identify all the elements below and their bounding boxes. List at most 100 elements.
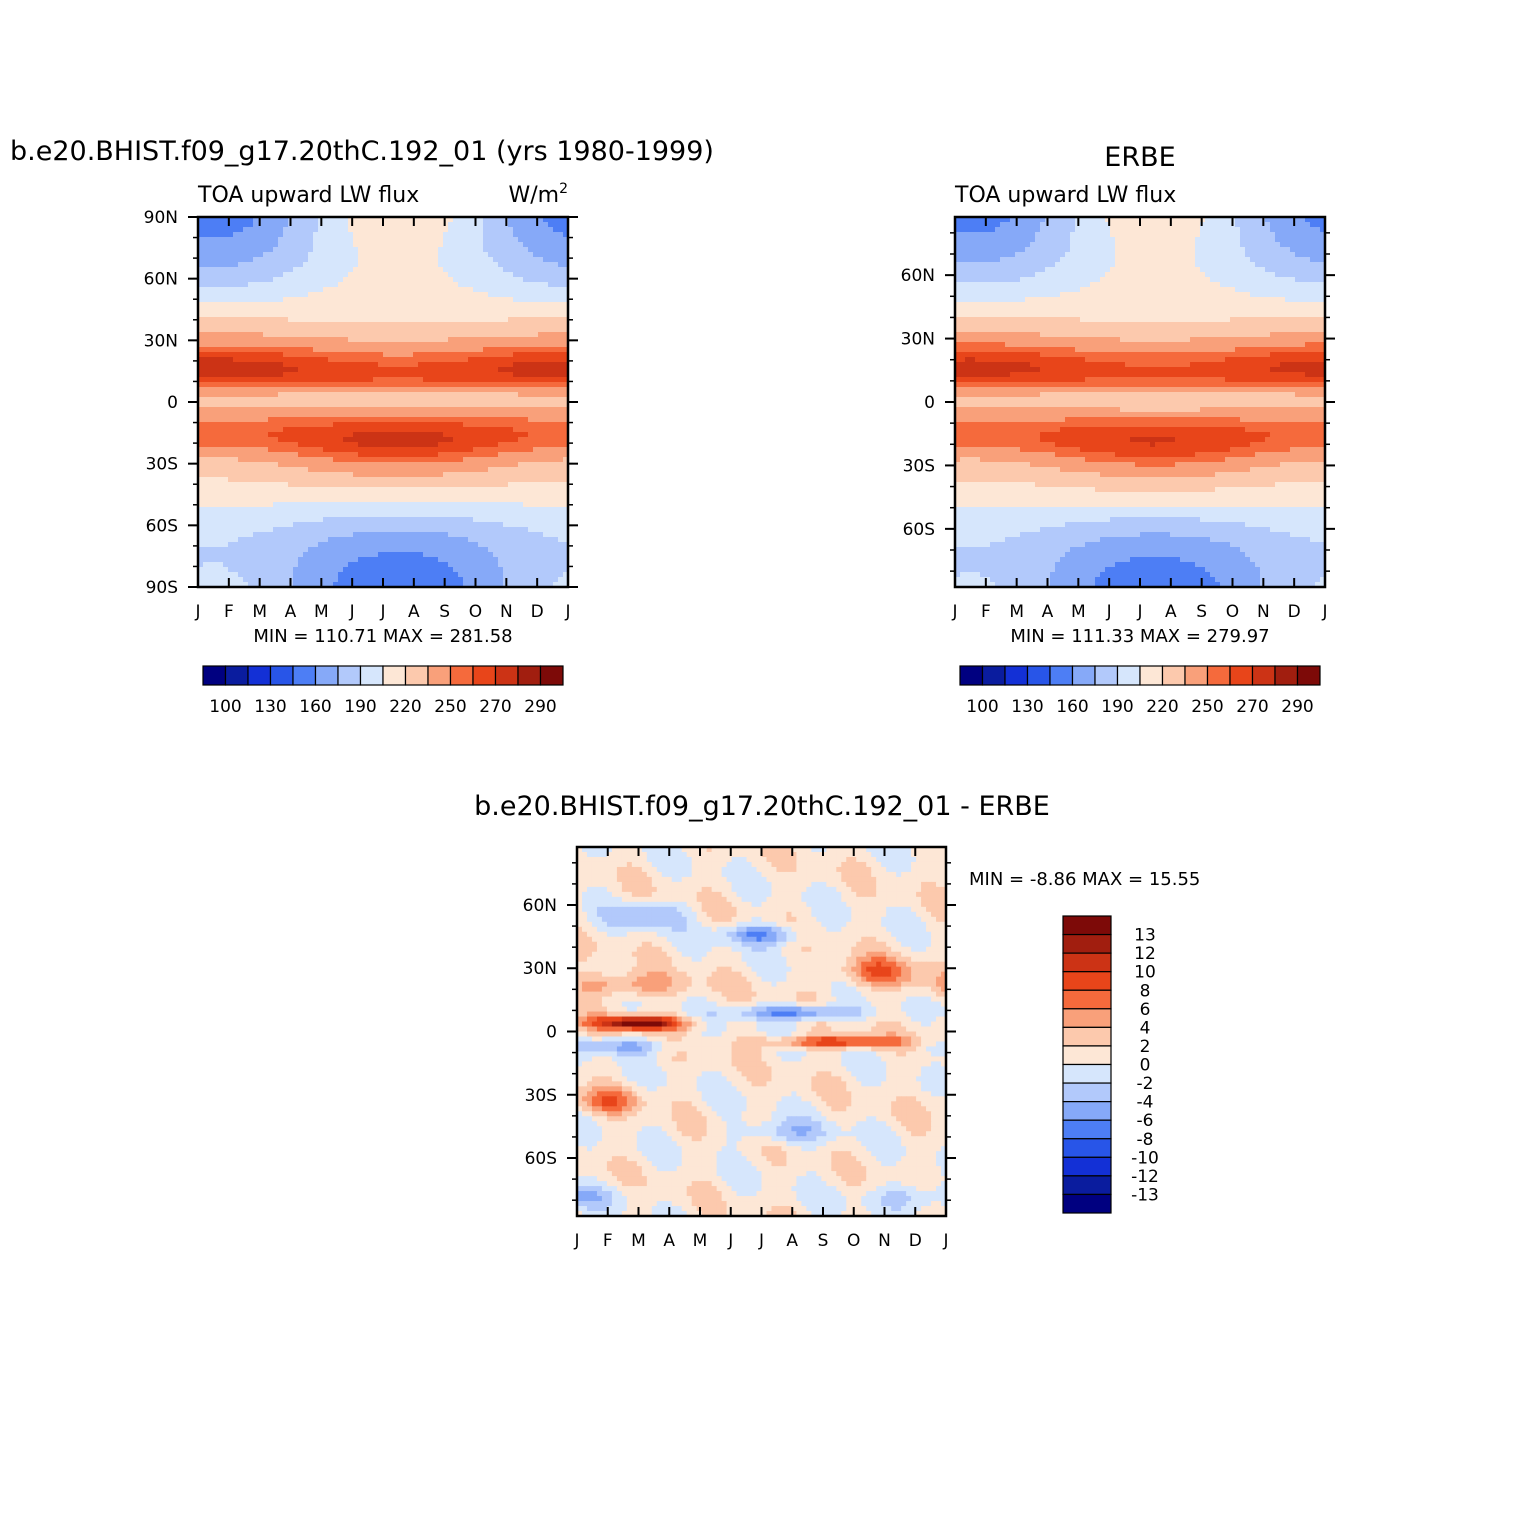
contour-cell (333, 337, 339, 343)
contour-cell (438, 362, 444, 368)
contour-cell (208, 312, 214, 318)
contour-cell (288, 517, 294, 523)
contour-cell (453, 272, 459, 278)
contour-cell (518, 512, 524, 518)
contour-cell (488, 452, 494, 458)
contour-cell (488, 282, 494, 288)
contour-cell (198, 242, 204, 248)
contour-cell (303, 427, 309, 433)
contour-cell (518, 307, 524, 313)
contour-cell (318, 307, 324, 313)
contour-cell (228, 302, 234, 308)
contour-cell (278, 402, 284, 408)
contour-cell (513, 232, 519, 238)
contour-cell (293, 487, 299, 493)
contour-cell (408, 407, 414, 413)
contour-cell (398, 237, 404, 243)
contour-cell (298, 452, 304, 458)
contour-cell (553, 347, 559, 353)
contour-cell (333, 517, 339, 523)
contour-cell (448, 512, 454, 518)
contour-cell (508, 482, 514, 488)
contour-cell (418, 352, 424, 358)
contour-cell (558, 267, 564, 273)
contour-cell (338, 457, 344, 463)
contour-cell (393, 292, 399, 298)
contour-cell (363, 282, 369, 288)
contour-cell (523, 272, 529, 278)
contour-cell (553, 332, 559, 338)
contour-cell (503, 482, 509, 488)
contour-cell (243, 517, 249, 523)
contour-cell (398, 282, 404, 288)
contour-cell (503, 537, 509, 543)
contour-cell (363, 267, 369, 273)
contour-cell (353, 447, 359, 453)
contour-cell (403, 532, 409, 538)
contour-cell (378, 327, 384, 333)
contour-cell (348, 507, 354, 513)
contour-cell (208, 512, 214, 518)
contour-cell (383, 267, 389, 273)
contour-cell (523, 522, 529, 528)
contour-cell (273, 347, 279, 353)
contour-cell (458, 457, 464, 463)
contour-cell (383, 462, 389, 468)
contour-cell (208, 272, 214, 278)
contour-cell (213, 312, 219, 318)
contour-cell (273, 217, 279, 223)
contour-cell (543, 492, 549, 498)
contour-cell (258, 257, 264, 263)
contour-cell (533, 312, 539, 318)
contour-cell (508, 397, 514, 403)
contour-cell (288, 377, 294, 383)
contour-cell (433, 247, 439, 253)
contour-cell (313, 412, 319, 418)
contour-cell (403, 487, 409, 493)
contour-cell (268, 372, 274, 378)
contour-cell (538, 522, 544, 528)
contour-cell (378, 342, 384, 348)
contour-cell (418, 487, 424, 493)
contour-cell (353, 487, 359, 493)
contour-cell (473, 307, 479, 313)
contour-cell (523, 307, 529, 313)
contour-cell (363, 397, 369, 403)
contour-cell (233, 482, 239, 488)
contour-cell (523, 487, 529, 493)
contour-cell (343, 527, 349, 533)
contour-cell (513, 407, 519, 413)
contour-cell (328, 287, 334, 293)
contour-cell (343, 272, 349, 278)
contour-cell (493, 452, 499, 458)
contour-cell (538, 472, 544, 478)
contour-cell (203, 272, 209, 278)
contour-cell (398, 412, 404, 418)
contour-cell (343, 267, 349, 273)
contour-cell (373, 537, 379, 543)
contour-cell (488, 532, 494, 538)
contour-cell (373, 257, 379, 263)
contour-cell (383, 247, 389, 253)
contour-cell (428, 242, 434, 248)
contour-cell (463, 462, 469, 468)
contour-cell (263, 232, 269, 238)
contour-cell (453, 537, 459, 543)
contour-cell (458, 392, 464, 398)
contour-cell (413, 342, 419, 348)
contour-cell (343, 257, 349, 263)
contour-cell (353, 402, 359, 408)
contour-cell (333, 547, 339, 553)
contour-cell (353, 377, 359, 383)
contour-cell (228, 417, 234, 423)
contour-cell (213, 467, 219, 473)
contour-cell (308, 257, 314, 263)
contour-cell (323, 372, 329, 378)
contour-cell (283, 547, 289, 553)
contour-cell (358, 482, 364, 488)
contour-cell (423, 372, 429, 378)
contour-cell (338, 547, 344, 553)
contour-cell (278, 377, 284, 383)
contour-cell (453, 362, 459, 368)
contour-cell (248, 362, 254, 368)
